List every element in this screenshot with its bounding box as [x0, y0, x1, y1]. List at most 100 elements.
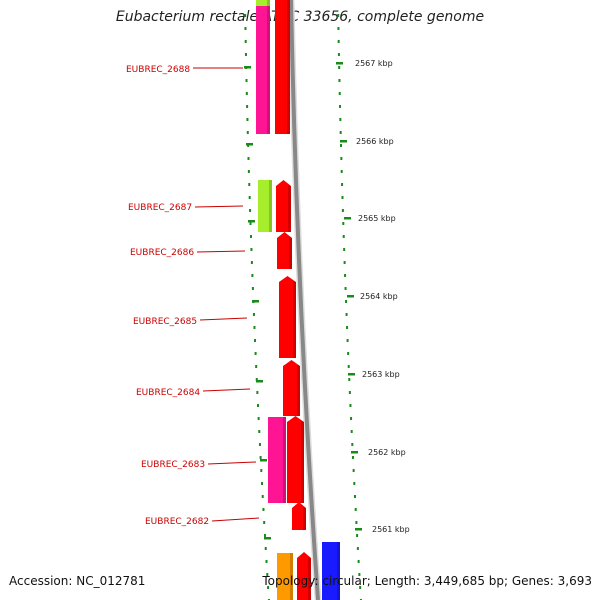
scale-tick-label: 2561 kbp	[372, 525, 410, 534]
tick-dot	[346, 326, 349, 329]
tick-dot	[354, 508, 357, 511]
tick-dot	[266, 573, 269, 576]
gene-block-magenta-2683-shade	[283, 417, 286, 503]
tick-dot	[245, 92, 248, 95]
tick-dot	[260, 469, 263, 472]
scale-tick	[355, 528, 362, 531]
scale-tick-label: 2565 kbp	[358, 214, 396, 223]
tick-dot	[353, 482, 356, 485]
tick-dot	[252, 313, 255, 316]
gene-leader-line	[199, 317, 248, 321]
gene-label[interactable]: EUBREC_2688	[126, 65, 190, 75]
scale-tick	[344, 217, 351, 220]
gene-arrow-bottom-shade	[308, 557, 311, 600]
gene-label[interactable]: EUBREC_2682	[145, 517, 209, 527]
tick-dot	[340, 144, 343, 147]
gene-block-orange-shade	[290, 553, 293, 600]
gene-arrow-2688	[275, 0, 290, 134]
tick-dot	[348, 378, 351, 381]
tick-dot	[353, 495, 356, 498]
scale-tick-label: 2564 kbp	[360, 292, 398, 301]
tick-dot	[344, 287, 347, 290]
tick-dot	[357, 560, 360, 563]
tick-dot	[351, 456, 354, 459]
major-tick	[244, 66, 251, 69]
tick-dot	[347, 352, 350, 355]
tick-dot	[263, 534, 266, 537]
tick-dot	[345, 313, 348, 316]
tick-dot	[348, 391, 351, 394]
outer-tick-column	[337, 14, 362, 600]
gene-block-green-top	[256, 0, 270, 6]
tick-dot	[337, 40, 340, 43]
tick-dot	[249, 209, 252, 212]
tick-dot	[350, 417, 353, 420]
tick-dot	[345, 300, 348, 303]
tick-dot	[248, 183, 251, 186]
tick-dot	[346, 339, 349, 342]
gene-label[interactable]: EUBREC_2687	[128, 203, 192, 213]
tick-dot	[339, 131, 342, 134]
tick-dot	[246, 105, 249, 108]
gene-block-green-top-shade	[267, 0, 270, 6]
gene-arrow-2685	[279, 276, 296, 358]
gene-arrow-2683-shade	[301, 421, 304, 503]
tick-dot	[347, 365, 350, 368]
tick-dot	[263, 521, 266, 524]
tick-dot	[349, 404, 352, 407]
tick-dot	[248, 196, 251, 199]
gene-arrow-2683	[287, 416, 304, 503]
tick-dot	[244, 40, 247, 43]
tick-dot	[344, 274, 347, 277]
gene-arrow-2687	[276, 180, 291, 232]
gene-leader-line	[194, 205, 244, 208]
tick-dot	[341, 196, 344, 199]
tick-dot	[247, 170, 250, 173]
tick-dot	[258, 430, 261, 433]
tick-dot	[267, 586, 270, 589]
gene-label[interactable]: EUBREC_2683	[141, 460, 205, 470]
gene-block-magenta-2683	[268, 417, 286, 503]
gene-block-green-2687	[258, 180, 272, 232]
scale-tick-label: 2567 kbp	[355, 59, 393, 68]
tick-dot	[355, 521, 358, 524]
gene-arrow-2684	[283, 360, 300, 416]
tick-dot	[342, 235, 345, 238]
gene-label[interactable]: EUBREC_2686	[130, 248, 194, 258]
scale-tick	[336, 62, 343, 65]
tick-dot	[255, 378, 258, 381]
tick-dot	[245, 79, 248, 82]
gene-leader-line	[202, 388, 251, 392]
gene-arrow-2684-shade	[297, 365, 300, 416]
tick-dot	[251, 274, 254, 277]
tick-dot	[250, 261, 253, 264]
major-tick	[256, 380, 263, 383]
gene-label[interactable]: EUBREC_2684	[136, 388, 200, 398]
tick-dot	[265, 560, 268, 563]
tick-dot	[341, 183, 344, 186]
gene-leader-line	[207, 461, 257, 465]
tick-dot	[343, 261, 346, 264]
tick-dot	[338, 66, 341, 69]
major-tick	[260, 459, 267, 462]
tick-dot	[257, 417, 260, 420]
gene-arrow-2682	[292, 502, 306, 530]
scale-tick	[351, 451, 358, 454]
tick-dot	[337, 27, 340, 30]
major-tick	[246, 143, 253, 146]
tick-dot	[246, 118, 249, 121]
tick-dot	[246, 131, 249, 134]
gene-arrow-2686-shade	[289, 237, 292, 269]
tick-dot	[253, 326, 256, 329]
gene-arrow-2682-shade	[303, 507, 306, 530]
gene-label[interactable]: EUBREC_2685	[133, 317, 197, 327]
tick-dot	[244, 14, 247, 17]
tick-dot	[254, 339, 257, 342]
scale-tick-label: 2566 kbp	[356, 137, 394, 146]
major-tick	[252, 300, 259, 303]
tick-dot	[337, 53, 340, 56]
tick-dot	[358, 573, 361, 576]
tick-dot	[255, 365, 258, 368]
tick-dot	[254, 352, 257, 355]
